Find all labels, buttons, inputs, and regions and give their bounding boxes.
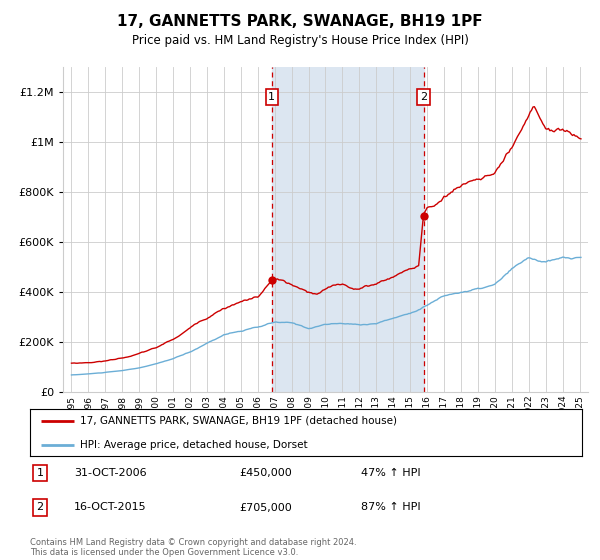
Bar: [272, 67, 424, 392]
Text: 17, GANNETTS PARK, SWANAGE, BH19 1PF (detached house): 17, GANNETTS PARK, SWANAGE, BH19 1PF (de…: [80, 416, 397, 426]
Text: Price paid vs. HM Land Registry's House Price Index (HPI): Price paid vs. HM Land Registry's House …: [131, 34, 469, 46]
Text: 2: 2: [37, 502, 43, 512]
Text: 87% ↑ HPI: 87% ↑ HPI: [361, 502, 421, 512]
Text: 2: 2: [420, 92, 427, 102]
Text: £705,000: £705,000: [240, 502, 293, 512]
Text: 16-OCT-2015: 16-OCT-2015: [74, 502, 147, 512]
Text: HPI: Average price, detached house, Dorset: HPI: Average price, detached house, Dors…: [80, 440, 307, 450]
Text: 17, GANNETTS PARK, SWANAGE, BH19 1PF: 17, GANNETTS PARK, SWANAGE, BH19 1PF: [117, 14, 483, 29]
Text: £450,000: £450,000: [240, 468, 293, 478]
Text: 31-OCT-2006: 31-OCT-2006: [74, 468, 147, 478]
Text: 1: 1: [268, 92, 275, 102]
Text: Contains HM Land Registry data © Crown copyright and database right 2024.
This d: Contains HM Land Registry data © Crown c…: [30, 538, 356, 557]
Text: 47% ↑ HPI: 47% ↑ HPI: [361, 468, 421, 478]
Text: 1: 1: [37, 468, 43, 478]
